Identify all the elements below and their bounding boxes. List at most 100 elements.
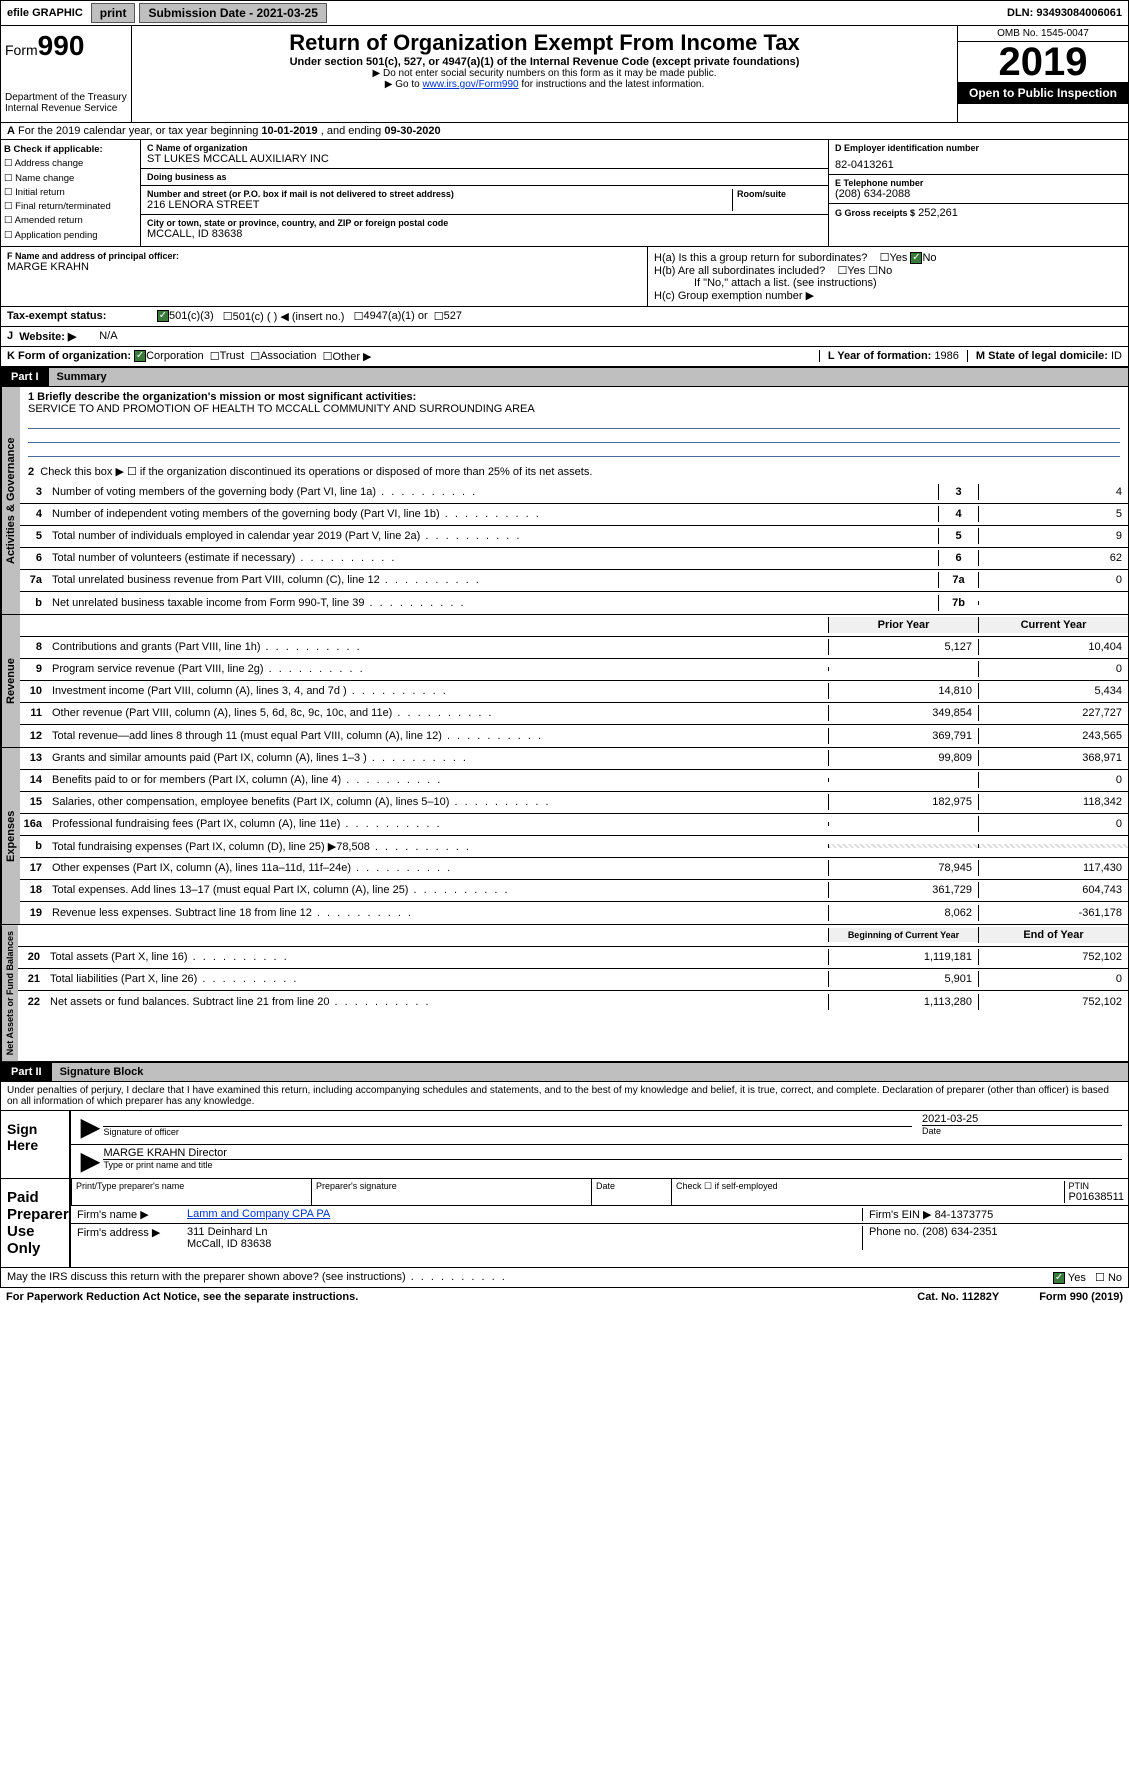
part2-title: Signature Block [52, 1063, 1128, 1081]
b-header: B Check if applicable: [4, 143, 137, 157]
form-number: 990 [38, 30, 85, 61]
summary-row: 21 Total liabilities (Part X, line 26) 5… [18, 969, 1128, 991]
firm-phone: (208) 634-2351 [922, 1226, 997, 1238]
firm-ein-label: Firm's EIN ▶ [869, 1209, 932, 1221]
instruction-1: ▶ Do not enter social security numbers o… [136, 68, 953, 79]
year-end: 09-30-2020 [384, 125, 440, 137]
form-header: Form990 Department of the Treasury Inter… [0, 26, 1129, 123]
summary-row: 13 Grants and similar amounts paid (Part… [20, 748, 1128, 770]
may-discuss-row: May the IRS discuss this return with the… [0, 1268, 1129, 1288]
tab-expenses: Expenses [1, 748, 20, 924]
summary-row: 15 Salaries, other compensation, employe… [20, 792, 1128, 814]
arrow-icon: ▶ [77, 1113, 103, 1142]
instruction-2: ▶ Go to www.irs.gov/Form990 for instruct… [136, 79, 953, 90]
form-prefix: Form [5, 42, 38, 58]
row-a-text: For the 2019 calendar year, or tax year … [18, 125, 261, 137]
col-de: D Employer identification number 82-0413… [828, 140, 1128, 246]
no-label: No [1108, 1272, 1122, 1284]
h-c: H(c) Group exemption number ▶ [654, 289, 1122, 302]
b-opt[interactable]: ☐ Name change [4, 172, 137, 186]
part1-num: Part I [1, 368, 49, 386]
summary-row: 8 Contributions and grants (Part VIII, l… [20, 637, 1128, 659]
form-subtitle: Under section 501(c), 527, or 4947(a)(1)… [136, 56, 953, 68]
prep-name-label: Print/Type preparer's name [71, 1179, 311, 1206]
prep-sig-label: Preparer's signature [311, 1179, 591, 1206]
summary-row: 4 Number of independent voting members o… [20, 504, 1128, 526]
gross-value: 252,261 [918, 207, 958, 219]
officer-label: F Name and address of principal officer: [7, 251, 641, 261]
firm-phone-label: Phone no. [869, 1226, 919, 1238]
tab-activities: Activities & Governance [1, 387, 20, 614]
hdr-end: End of Year [978, 927, 1128, 943]
i-opt: 501(c) ( ) ◀ (insert no.) [233, 310, 345, 323]
form-ref: Form 990 (2019) [1039, 1291, 1123, 1303]
i-label: Tax-exempt status: [7, 310, 157, 322]
officer-name: MARGE KRAHN [7, 261, 641, 273]
cat-no: Cat. No. 11282Y [917, 1291, 999, 1303]
part2-num: Part II [1, 1063, 52, 1081]
checkbox-icon: ✓ [910, 252, 922, 264]
h-b-note: If "No," attach a list. (see instruction… [654, 277, 1122, 289]
b-opt[interactable]: ☐ Initial return [4, 186, 137, 200]
b-opt[interactable]: ☐ Application pending [4, 229, 137, 243]
tax-year: 2019 [958, 42, 1128, 82]
b-opt[interactable]: ☐ Final return/terminated [4, 200, 137, 214]
q1-label: 1 Briefly describe the organization's mi… [28, 391, 1120, 403]
goto-pre: ▶ Go to [385, 79, 423, 90]
firm-name-label: Firm's name ▶ [77, 1208, 187, 1221]
summary-row: 22 Net assets or fund balances. Subtract… [18, 991, 1128, 1013]
dln-label: DLN: 93493084006061 [1007, 7, 1128, 19]
summary-row: b Net unrelated business taxable income … [20, 592, 1128, 614]
print-button[interactable]: print [91, 3, 136, 23]
pra-notice: For Paperwork Reduction Act Notice, see … [6, 1291, 358, 1303]
summary-row: b Total fundraising expenses (Part IX, c… [20, 836, 1128, 858]
city-label: City or town, state or province, country… [147, 218, 822, 228]
b-opt[interactable]: ☐ Amended return [4, 214, 137, 228]
irs-link[interactable]: www.irs.gov/Form990 [422, 79, 518, 90]
type-name-label: Type or print name and title [103, 1160, 1122, 1170]
year-formation: 1986 [934, 350, 958, 362]
b-opt[interactable]: ☐ Address change [4, 157, 137, 171]
checkbox-icon: ✓ [1053, 1272, 1065, 1284]
b-opt-label: Application pending [15, 230, 98, 241]
efile-label: efile GRAPHIC [1, 7, 89, 19]
sig-officer-label: Signature of officer [103, 1127, 912, 1137]
q2-text: Check this box ▶ ☐ if the organization d… [40, 466, 592, 478]
h-a: H(a) Is this a group return for subordin… [654, 251, 1122, 264]
fh-row: F Name and address of principal officer:… [0, 247, 1129, 307]
paid-prep-label: Paid Preparer Use Only [1, 1179, 71, 1267]
org-name: ST LUKES MCCALL AUXILIARY INC [147, 153, 822, 165]
k-opt: Corporation [146, 350, 203, 362]
part1-header: Part I Summary [0, 367, 1129, 387]
b-opt-label: Address change [15, 158, 84, 169]
ein-label: D Employer identification number [835, 143, 1122, 153]
i-opt: 4947(a)(1) or [363, 310, 427, 322]
row-a: A For the 2019 calendar year, or tax yea… [0, 123, 1129, 140]
col-c: C Name of organization ST LUKES MCCALL A… [141, 140, 828, 246]
summary-row: 11 Other revenue (Part VIII, column (A),… [20, 703, 1128, 725]
row-a-prefix: A [7, 125, 15, 137]
submission-date-button[interactable]: Submission Date - 2021-03-25 [139, 3, 326, 23]
firm-addr-label: Firm's address ▶ [77, 1226, 187, 1250]
tab-netassets: Net Assets or Fund Balances [1, 925, 18, 1061]
phone-label: E Telephone number [835, 178, 1122, 188]
row-i: Tax-exempt status: ✓ 501(c)(3) ☐ 501(c) … [0, 307, 1129, 327]
hdr-prior: Prior Year [828, 617, 978, 633]
row-a-mid: , and ending [321, 125, 385, 137]
self-emp: Check ☐ if self-employed [676, 1181, 1064, 1203]
street-address: 216 LENORA STREET [147, 199, 732, 211]
i-opt: 527 [444, 310, 462, 322]
website-label: Website: ▶ [19, 330, 99, 343]
prep-date-label: Date [591, 1179, 671, 1206]
i-opt: 501(c)(3) [169, 310, 214, 322]
arrow-icon: ▶ [77, 1147, 103, 1176]
firm-name-link[interactable]: Lamm and Company CPA PA [187, 1208, 330, 1221]
domicile-state: ID [1111, 350, 1122, 362]
k-opt: Trust [220, 350, 245, 362]
officer-printed: MARGE KRAHN Director [103, 1147, 1122, 1160]
addr-label: Number and street (or P.O. box if mail i… [147, 189, 732, 199]
k-opt: Other ▶ [332, 350, 371, 363]
summary-row: 14 Benefits paid to or for members (Part… [20, 770, 1128, 792]
footer: For Paperwork Reduction Act Notice, see … [0, 1288, 1129, 1306]
row-klm: K Form of organization: ✓ Corporation ☐ … [0, 347, 1129, 367]
